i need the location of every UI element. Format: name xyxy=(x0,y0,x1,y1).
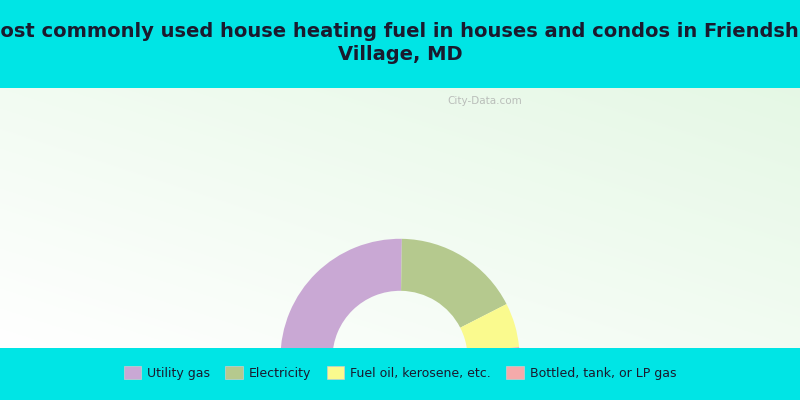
Text: City-Data.com: City-Data.com xyxy=(447,96,522,106)
Legend: Utility gas, Electricity, Fuel oil, kerosene, etc., Bottled, tank, or LP gas: Utility gas, Electricity, Fuel oil, kero… xyxy=(120,362,680,384)
Wedge shape xyxy=(280,239,402,358)
Wedge shape xyxy=(460,304,519,352)
Wedge shape xyxy=(401,239,506,328)
Text: Most commonly used house heating fuel in houses and condos in Friendship
Village: Most commonly used house heating fuel in… xyxy=(0,22,800,64)
Wedge shape xyxy=(467,347,520,358)
